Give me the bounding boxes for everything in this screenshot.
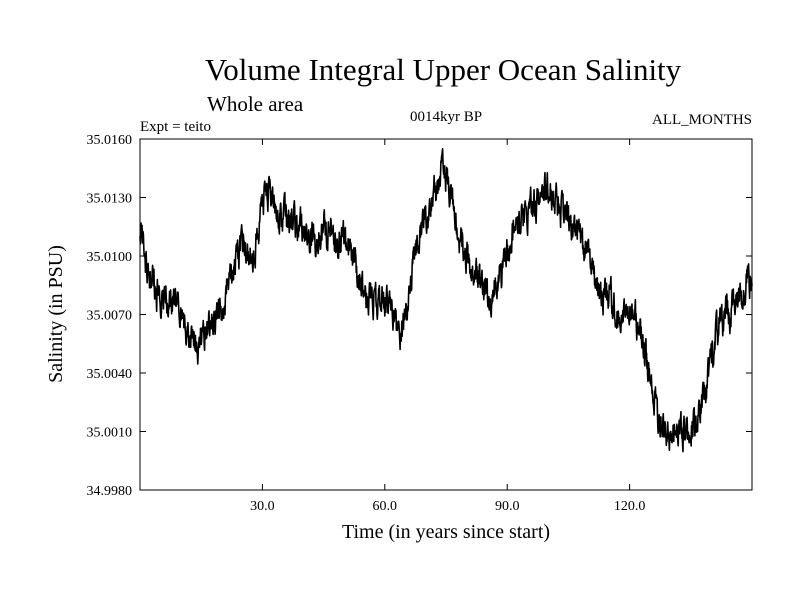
months-label: ALL_MONTHS [652, 112, 752, 128]
x-tick-label: 60.0 [373, 499, 398, 514]
y-tick-label: 35.0070 [87, 309, 133, 324]
y-tick-label: 35.0130 [87, 192, 133, 207]
x-tick-label: 30.0 [250, 499, 275, 514]
y-tick-label: 34.9980 [87, 484, 133, 499]
chart-subtitle: Whole area [207, 92, 304, 116]
chart-title: Volume Integral Upper Ocean Salinity [205, 52, 682, 87]
y-tick-label: 35.0010 [87, 426, 133, 441]
y-axis: 34.9980 35.0010 35.0040 35.0070 35.0100 35.01… [87, 133, 752, 499]
y-tick-label: 35.0040 [87, 367, 133, 382]
experiment-label: Expt = teito [140, 119, 211, 135]
y-axis-label: Salinity (in PSU) [45, 245, 67, 383]
x-axis: 30.0 60.0 90.0 120.0 [250, 139, 645, 514]
y-tick-label: 35.0160 [87, 133, 133, 148]
data-layer [139, 148, 753, 453]
y-tick-label: 35.0100 [87, 250, 133, 265]
period-label: 0014kyr BP [410, 109, 482, 125]
x-axis-label: Time (in years since start) [342, 521, 550, 543]
x-tick-label: 120.0 [614, 499, 646, 514]
x-tick-label: 90.0 [495, 499, 520, 514]
salinity-series-line [139, 148, 753, 453]
